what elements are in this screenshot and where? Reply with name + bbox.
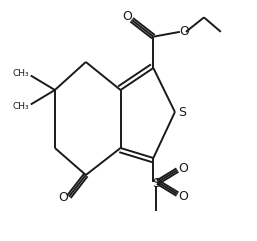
Text: CH₃: CH₃ <box>13 102 30 111</box>
Text: S: S <box>178 106 186 119</box>
Text: O: O <box>179 25 189 38</box>
Text: O: O <box>122 10 132 23</box>
Text: O: O <box>58 191 68 204</box>
Text: O: O <box>178 190 188 203</box>
Text: CH₃: CH₃ <box>13 69 30 78</box>
Text: S: S <box>152 177 160 190</box>
Text: O: O <box>178 162 188 175</box>
